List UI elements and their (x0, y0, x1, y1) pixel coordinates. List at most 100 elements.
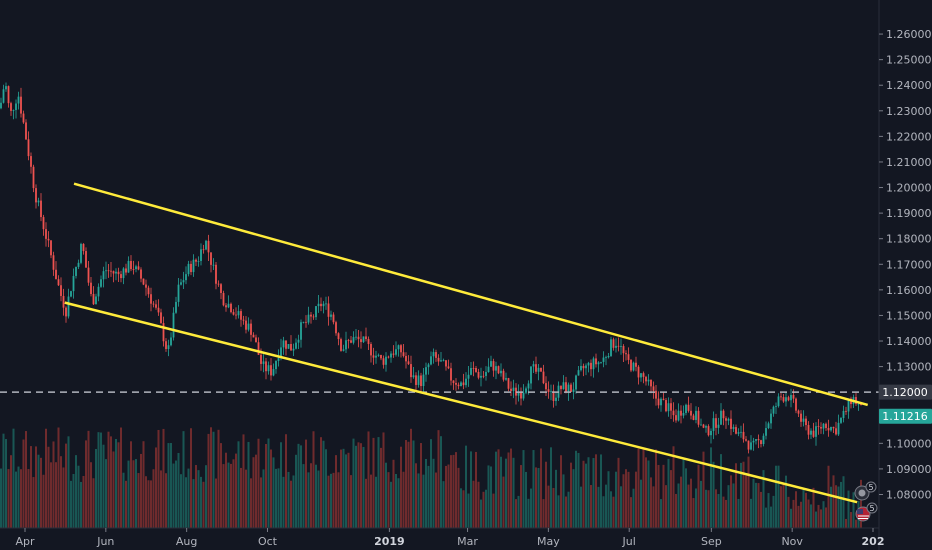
candle-body[interactable] (690, 410, 692, 416)
candle-body[interactable] (77, 262, 80, 267)
candle-body[interactable] (792, 395, 795, 399)
candle-body[interactable] (665, 400, 667, 412)
candle-body[interactable] (477, 371, 480, 378)
candle-body[interactable] (630, 359, 632, 371)
candle-body[interactable] (452, 380, 455, 383)
candle-body[interactable] (15, 103, 17, 110)
drawings[interactable] (0, 182, 879, 504)
time-axis[interactable]: Apr Jun Aug Oct 2019 Mar May Jul Sep Nov 202 (0, 527, 884, 548)
candle-body[interactable] (12, 109, 15, 111)
candle-body[interactable] (785, 397, 787, 402)
candle-body[interactable] (197, 260, 200, 262)
candle-body[interactable] (450, 368, 452, 381)
candle-body[interactable] (542, 371, 545, 384)
candle-body[interactable] (230, 303, 232, 313)
candle-body[interactable] (85, 251, 87, 268)
candle-body[interactable] (50, 240, 52, 256)
candle-body[interactable] (237, 311, 240, 316)
candle-body[interactable] (777, 396, 780, 407)
candle-body[interactable] (280, 347, 282, 359)
candle-body[interactable] (572, 389, 575, 392)
candle-body[interactable] (702, 424, 705, 428)
candle-body[interactable] (605, 357, 607, 359)
candle-body[interactable] (662, 398, 665, 401)
candle-body[interactable] (122, 268, 125, 279)
candle-body[interactable] (615, 345, 617, 348)
candle-body[interactable] (180, 282, 182, 285)
candle-body[interactable] (755, 439, 757, 441)
candle-body[interactable] (205, 240, 207, 250)
candle-body[interactable] (295, 342, 297, 349)
candle-body[interactable] (837, 422, 840, 435)
candle-body[interactable] (455, 382, 457, 385)
candle-body[interactable] (140, 269, 142, 279)
candle-body[interactable] (537, 367, 540, 372)
candle-body[interactable] (47, 238, 50, 241)
candle-body[interactable] (500, 370, 502, 374)
candle-body[interactable] (550, 391, 552, 393)
candle-body[interactable] (737, 432, 740, 434)
candle-body[interactable] (490, 361, 492, 367)
candle-body[interactable] (732, 427, 735, 429)
candle-body[interactable] (310, 314, 312, 317)
candle-body[interactable] (415, 375, 417, 385)
candle-body[interactable] (782, 397, 785, 402)
candle-body[interactable] (362, 336, 365, 343)
candle-body[interactable] (175, 301, 177, 313)
candle-body[interactable] (127, 260, 130, 273)
candle-body[interactable] (102, 271, 105, 280)
candle-body[interactable] (847, 398, 850, 412)
candle-body[interactable] (297, 339, 300, 343)
candle-body[interactable] (242, 319, 245, 321)
candle-body[interactable] (17, 96, 20, 104)
candle-body[interactable] (432, 352, 435, 357)
candle-body[interactable] (137, 266, 140, 270)
candle-body[interactable] (530, 366, 532, 384)
candle-body[interactable] (445, 360, 447, 367)
candle-body[interactable] (607, 355, 610, 358)
candle-body[interactable] (632, 362, 635, 371)
candle-body[interactable] (555, 397, 557, 401)
candle-body[interactable] (182, 280, 185, 283)
candle-body[interactable] (402, 352, 405, 356)
candle-body[interactable] (625, 353, 627, 355)
candle-body[interactable] (377, 354, 380, 356)
candle-body[interactable] (735, 427, 737, 434)
candle-body[interactable] (740, 431, 742, 433)
candle-body[interactable] (350, 340, 352, 343)
candle-body[interactable] (617, 345, 620, 347)
candle-body[interactable] (232, 312, 235, 315)
candle-body[interactable] (220, 284, 222, 293)
candle-body[interactable] (817, 426, 820, 428)
candle-body[interactable] (810, 430, 812, 435)
candle-body[interactable] (352, 337, 355, 343)
candle-body[interactable] (715, 418, 717, 428)
trendline[interactable] (73, 182, 869, 407)
candle-body[interactable] (380, 354, 382, 359)
candle-body[interactable] (105, 270, 107, 272)
candle-body[interactable] (652, 386, 655, 391)
candle-body[interactable] (130, 260, 132, 270)
candle-body[interactable] (200, 249, 202, 261)
candle-body[interactable] (562, 382, 565, 390)
candle-body[interactable] (192, 259, 195, 273)
candle-body[interactable] (60, 285, 62, 296)
candle-body[interactable] (805, 418, 807, 426)
candle-body[interactable] (720, 410, 722, 425)
candle-body[interactable] (457, 384, 460, 387)
candle-body[interactable] (67, 296, 70, 317)
candle-body[interactable] (717, 424, 720, 428)
candle-body[interactable] (172, 312, 175, 338)
candle-body[interactable] (300, 322, 302, 340)
candle-body[interactable] (2, 89, 5, 103)
candle-body[interactable] (410, 364, 412, 378)
candle-body[interactable] (30, 156, 32, 167)
candle-body[interactable] (835, 428, 837, 435)
candle-body[interactable] (10, 103, 12, 111)
candle-body[interactable] (387, 356, 390, 358)
candle-body[interactable] (65, 307, 67, 317)
candle-body[interactable] (97, 286, 100, 297)
candle-body[interactable] (832, 426, 835, 429)
candle-body[interactable] (177, 284, 180, 302)
flag-us-icon[interactable]: 5 (855, 502, 878, 522)
